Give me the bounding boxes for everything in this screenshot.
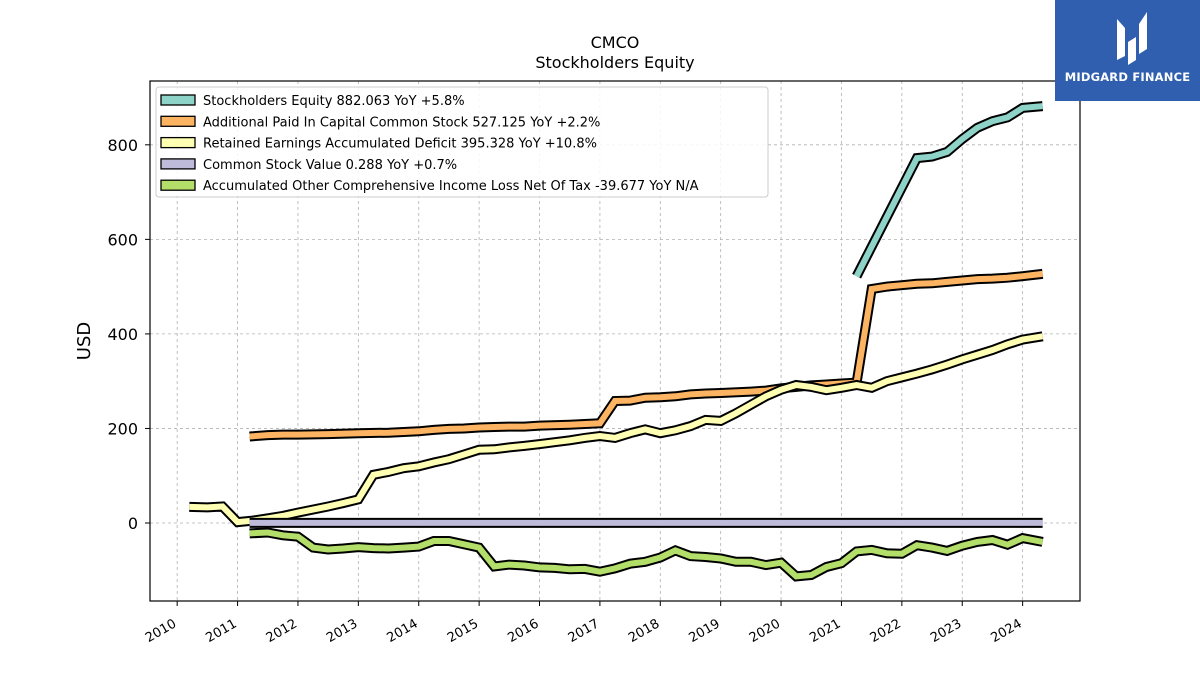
plot-frame	[149, 80, 1081, 602]
x-tick-label: 2017	[566, 616, 602, 646]
y-tick-label: 600	[107, 230, 138, 249]
x-tick-label: 2012	[264, 616, 300, 646]
series-outline-5	[249, 527, 1044, 582]
chart-subtitle: Stockholders Equity	[535, 53, 694, 72]
series-line-1	[853, 103, 1043, 278]
y-tick-label: 200	[107, 419, 138, 438]
y-tick-label: 800	[107, 136, 138, 155]
x-tick-label: 2021	[807, 616, 843, 646]
legend-label-2: Additional Paid In Capital Common Stock …	[203, 115, 600, 130]
x-tick-label: 2018	[626, 616, 662, 646]
x-axis: 2010 2011 2012 2013 2014 2015 2016 2017 2018 2019…	[143, 601, 1025, 646]
chart-title: CMCO	[591, 33, 640, 52]
x-tick-label: 2019	[687, 616, 723, 646]
legend-label-4: Common Stock Value 0.288 YoY +0.7%	[203, 158, 457, 173]
legend-swatch-4	[160, 158, 196, 170]
x-tick-label: 2014	[385, 616, 421, 646]
series-layer	[189, 101, 1044, 582]
brand-logo: MIDGARD FINANCE	[1055, 0, 1200, 101]
midgard-logo-icon	[1117, 12, 1147, 65]
legend-swatch-1	[160, 94, 196, 106]
legend: Stockholders Equity 882.063 YoY +5.8% Add…	[155, 86, 769, 198]
legend-box	[155, 86, 769, 198]
x-tick-label: 2016	[505, 616, 541, 646]
x-tick-label: 2020	[747, 616, 783, 646]
legend-swatch-2	[160, 115, 196, 127]
y-tick-label: 0	[128, 514, 138, 533]
brand-name: MIDGARD FINANCE	[1064, 70, 1191, 84]
series-line-2	[249, 270, 1043, 440]
series-line-3	[189, 333, 1044, 526]
y-axis-label: USD	[74, 322, 95, 360]
y-tick-label: 400	[107, 325, 138, 344]
y-axis: 0 200 400 600 800	[107, 136, 150, 533]
series-outline-1	[852, 101, 1044, 279]
x-tick-label: 2022	[868, 616, 904, 646]
x-tick-label: 2023	[928, 616, 964, 646]
series-outline-3	[189, 331, 1044, 528]
x-tick-label: 2015	[445, 616, 481, 646]
x-tick-label: 2010	[143, 616, 179, 646]
legend-label-5: Accumulated Other Comprehensive Income L…	[203, 179, 699, 194]
series-outline-2	[249, 268, 1044, 442]
series-line-5	[249, 529, 1044, 580]
legend-swatch-5	[160, 179, 196, 191]
x-tick-label: 2013	[324, 616, 360, 646]
x-tick-label: 2024	[988, 616, 1024, 646]
legend-swatch-3	[160, 136, 196, 149]
x-tick-label: 2011	[203, 616, 239, 646]
legend-label-3: Retained Earnings Accumulated Deficit 39…	[203, 137, 597, 152]
legend-label-1: Stockholders Equity 882.063 YoY +5.8%	[203, 94, 465, 109]
